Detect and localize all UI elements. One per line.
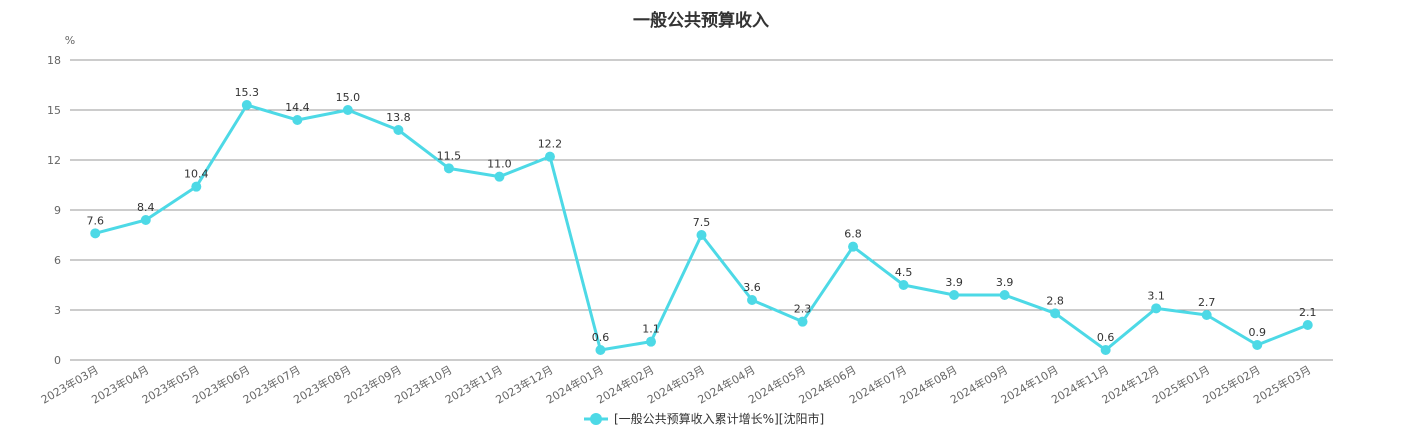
y-axis-unit: % (65, 34, 75, 47)
data-point[interactable] (595, 345, 606, 355)
data-label: 8.4 (137, 201, 155, 214)
data-label: 10.4 (184, 168, 209, 181)
data-label: 2.3 (794, 303, 812, 316)
y-tick-label: 6 (54, 254, 61, 267)
data-point[interactable] (999, 290, 1010, 300)
data-label: 15.0 (336, 91, 361, 104)
data-point[interactable] (544, 151, 555, 162)
data-point[interactable] (898, 280, 909, 290)
y-tick-label: 15 (47, 104, 61, 117)
data-label: 13.8 (386, 111, 411, 124)
data-label: 2.8 (1046, 294, 1064, 307)
data-point[interactable] (393, 125, 404, 135)
grid-lines (70, 59, 1333, 361)
data-label: 0.6 (1097, 331, 1115, 344)
y-tick-label: 12 (47, 154, 61, 167)
data-label: 1.1 (642, 323, 660, 336)
data-labels: 7.6 8.4 10.4 15.3 14.4 15.0 13.8 11.5 11.0 12.2 0.… (87, 86, 1317, 344)
data-point[interactable] (696, 230, 707, 240)
y-axis-ticks: 0 3 6 9 12 15 18 (47, 54, 61, 367)
data-point[interactable] (1050, 308, 1061, 319)
data-point[interactable] (140, 215, 151, 225)
data-label: 6.8 (844, 228, 862, 241)
chart-title: 一般公共预算收入 (633, 10, 769, 31)
data-label: 3.1 (1147, 289, 1165, 302)
x-axis-ticks: 2023年03月2023年04月2023年05月2023年06月2023年07月… (38, 362, 1313, 406)
y-tick-label: 3 (54, 304, 61, 317)
legend[interactable]: [一般公共预算收入累计增长%][沈阳市] (584, 411, 824, 426)
data-label: 11.5 (437, 149, 462, 162)
data-label: 11.0 (487, 158, 512, 171)
data-label: 14.4 (285, 101, 310, 114)
data-label: 12.2 (538, 138, 563, 151)
data-label: 0.9 (1248, 326, 1266, 339)
data-label: 4.5 (895, 266, 913, 279)
y-tick-label: 0 (54, 354, 61, 367)
data-point[interactable] (747, 295, 758, 305)
x-tick-label: 2025年03月 (1251, 362, 1313, 406)
data-point[interactable] (494, 171, 505, 182)
data-point[interactable] (191, 181, 202, 192)
data-point[interactable] (949, 290, 960, 300)
data-label: 0.6 (592, 331, 610, 344)
legend-label: [一般公共预算收入累计增长%][沈阳市] (614, 411, 824, 426)
data-label: 15.3 (235, 86, 260, 99)
data-point[interactable] (292, 115, 303, 125)
data-label: 2.7 (1198, 296, 1216, 309)
data-point[interactable] (1252, 340, 1263, 350)
data-point[interactable] (1201, 310, 1212, 320)
y-tick-label: 9 (54, 204, 61, 217)
data-point[interactable] (848, 241, 859, 252)
data-label: 3.9 (996, 276, 1014, 289)
data-point[interactable] (241, 100, 252, 110)
data-label: 7.6 (87, 214, 105, 227)
y-tick-label: 18 (47, 54, 61, 67)
data-point[interactable] (1100, 345, 1111, 355)
legend-point-marker (590, 413, 602, 425)
data-point[interactable] (797, 316, 808, 327)
data-label: 2.1 (1299, 306, 1317, 319)
data-point[interactable] (1151, 303, 1162, 314)
data-label: 3.6 (743, 281, 761, 294)
series-layer (90, 100, 1313, 355)
data-point[interactable] (443, 163, 454, 174)
data-point[interactable] (90, 228, 101, 239)
data-label: 7.5 (693, 216, 711, 229)
data-point[interactable] (342, 105, 353, 115)
data-label: 3.9 (945, 276, 963, 289)
data-point[interactable] (1302, 320, 1313, 330)
data-point[interactable] (645, 336, 656, 347)
